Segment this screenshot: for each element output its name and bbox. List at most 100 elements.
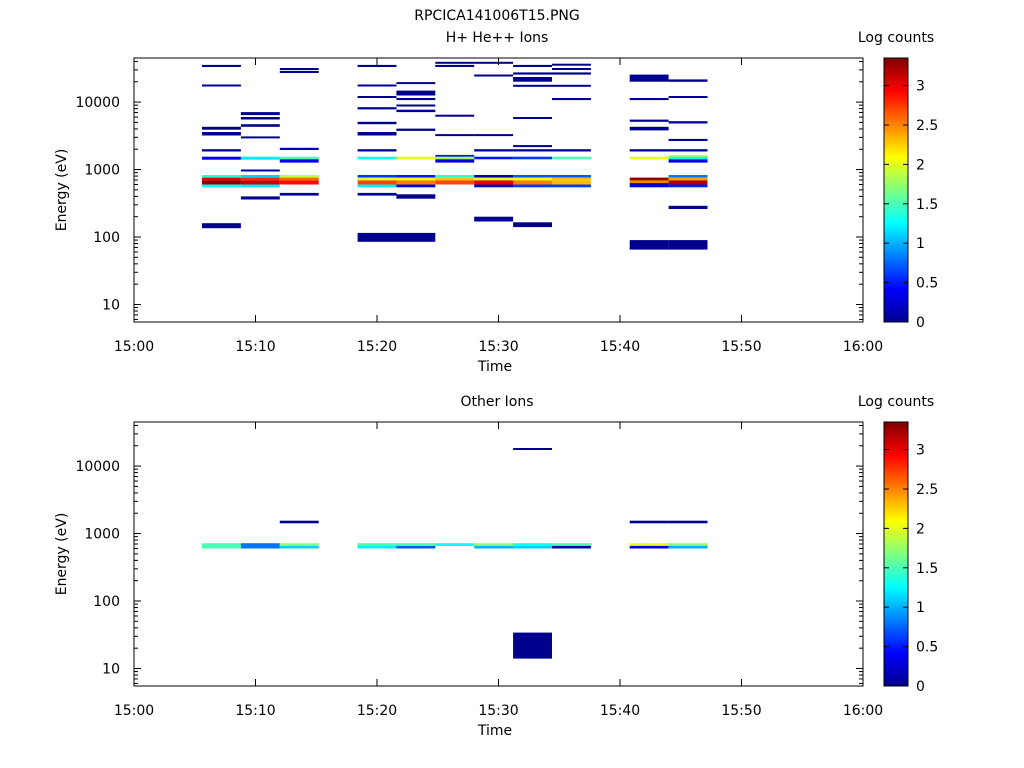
heatmap-cell xyxy=(202,126,241,130)
heatmap-cell xyxy=(240,196,280,200)
heatmap-cell xyxy=(474,184,514,188)
heatmap-cell xyxy=(357,149,397,152)
heatmap-cell xyxy=(668,154,708,157)
x-tick-label: 15:40 xyxy=(600,339,640,355)
x-tick-label: 16:00 xyxy=(843,703,883,719)
heatmap-cell xyxy=(396,232,436,242)
y-tick-label: 10 xyxy=(102,297,120,313)
heatmap-cell xyxy=(474,149,514,152)
chart-title: Other Ions xyxy=(460,394,533,410)
heatmap-cell xyxy=(629,119,669,122)
x-axis-label: Time xyxy=(477,359,512,375)
heatmap-cell xyxy=(629,180,669,184)
colorbar-gradient xyxy=(883,421,909,687)
y-tick-label: 10000 xyxy=(75,95,120,111)
heatmap-cell xyxy=(435,156,475,160)
heatmap-cell xyxy=(435,180,475,185)
heatmap-cell xyxy=(474,216,514,222)
heatmap-cell xyxy=(202,177,241,181)
heatmap-cell xyxy=(202,64,241,67)
heatmap-cell xyxy=(396,98,436,101)
colorbar-tick-label: 2.5 xyxy=(916,482,938,498)
heatmap-cell xyxy=(513,145,552,148)
y-tick-label: 10 xyxy=(102,661,120,677)
heatmap-cell xyxy=(357,121,397,125)
heatmap-cell xyxy=(668,240,708,250)
heatmap-cell xyxy=(435,64,475,67)
heatmap-cell xyxy=(435,61,475,64)
heatmap-cell xyxy=(396,90,436,96)
heatmap-cell xyxy=(552,545,591,549)
heatmap-cell xyxy=(629,520,669,524)
heatmap-cell xyxy=(435,177,475,181)
heatmap-cell xyxy=(240,124,280,127)
heatmap-cell xyxy=(513,632,552,659)
axes: 15:00 15:10 15:20 15:30 15:40 15:50 16:00 10 100… xyxy=(75,421,883,719)
heatmap-cell xyxy=(240,156,280,160)
heatmap-cell xyxy=(396,194,436,199)
heatmap-cell xyxy=(279,159,319,163)
x-tick-label: 15:10 xyxy=(235,703,275,719)
heatmap-cell xyxy=(357,175,397,178)
heatmap-cell xyxy=(357,184,397,188)
colorbar-tick-label: 2 xyxy=(916,157,925,173)
heatmap-cell xyxy=(668,156,708,160)
x-tick-label: 15:00 xyxy=(114,339,154,355)
x-tick-label: 15:50 xyxy=(721,703,761,719)
x-tick-label: 15:30 xyxy=(478,339,518,355)
heatmap-cell xyxy=(202,149,241,152)
heatmap-cell xyxy=(474,177,514,181)
colorbar-tick-label: 3 xyxy=(916,79,925,95)
y-tick-label: 1000 xyxy=(84,163,120,179)
y-axis-label: Energy (eV) xyxy=(54,149,70,232)
heatmap-cell xyxy=(202,543,241,549)
heatmap-cell xyxy=(279,520,319,524)
heatmap-cell xyxy=(552,63,591,66)
heatmap-cell xyxy=(357,96,397,98)
heatmap-cell xyxy=(668,96,708,98)
heatmap-cell xyxy=(513,180,552,185)
heatmap-cell xyxy=(513,149,552,152)
heatmap-cell xyxy=(668,79,708,82)
heatmap-cell xyxy=(668,545,708,549)
heatmap-cell xyxy=(435,154,475,157)
colorbar-tick-label: 0.5 xyxy=(916,640,938,656)
colorbar-gradient xyxy=(883,57,909,323)
heatmap-cell xyxy=(396,180,436,185)
heatmap-cell xyxy=(240,136,280,139)
heatmap-cell xyxy=(513,545,552,549)
heatmap-cell xyxy=(202,184,241,188)
heatmap-cell xyxy=(629,98,669,101)
colorbar-label: Log counts xyxy=(858,394,934,410)
x-tick-label: 15:40 xyxy=(600,703,640,719)
heatmap-cell xyxy=(552,149,591,152)
heatmap-cell xyxy=(629,126,669,131)
heatmap-cell xyxy=(629,240,669,250)
heatmap-cell xyxy=(357,545,397,549)
y-tick-label: 10000 xyxy=(75,459,120,475)
y-axis-label: Energy (eV) xyxy=(54,513,70,596)
heatmap-cell xyxy=(435,175,475,178)
colorbar-tick-label: 2.5 xyxy=(916,118,938,134)
y-tick-label: 1000 xyxy=(84,527,120,543)
heatmap-cell xyxy=(396,128,436,131)
heatmap-cell xyxy=(279,156,319,160)
heatmap-cell xyxy=(629,545,669,549)
heatmap-cell xyxy=(435,134,475,137)
heatmap-cell xyxy=(357,192,397,196)
heatmap-cell xyxy=(240,175,280,178)
heatmap-cells xyxy=(202,61,708,250)
heatmap-cell xyxy=(357,64,397,67)
colorbar-tick-label: 0 xyxy=(916,315,925,331)
heatmap-cell xyxy=(279,177,319,181)
heatmap-cell xyxy=(552,177,591,181)
heatmap-cell xyxy=(474,180,514,185)
heatmap-cell xyxy=(357,180,397,185)
heatmap-cell xyxy=(357,132,397,136)
heatmap-cell xyxy=(357,232,397,242)
x-tick-label: 15:30 xyxy=(478,703,518,719)
colorbar-label: Log counts xyxy=(858,30,934,46)
heatmap-cell xyxy=(240,184,280,188)
heatmap-cell xyxy=(396,543,436,546)
